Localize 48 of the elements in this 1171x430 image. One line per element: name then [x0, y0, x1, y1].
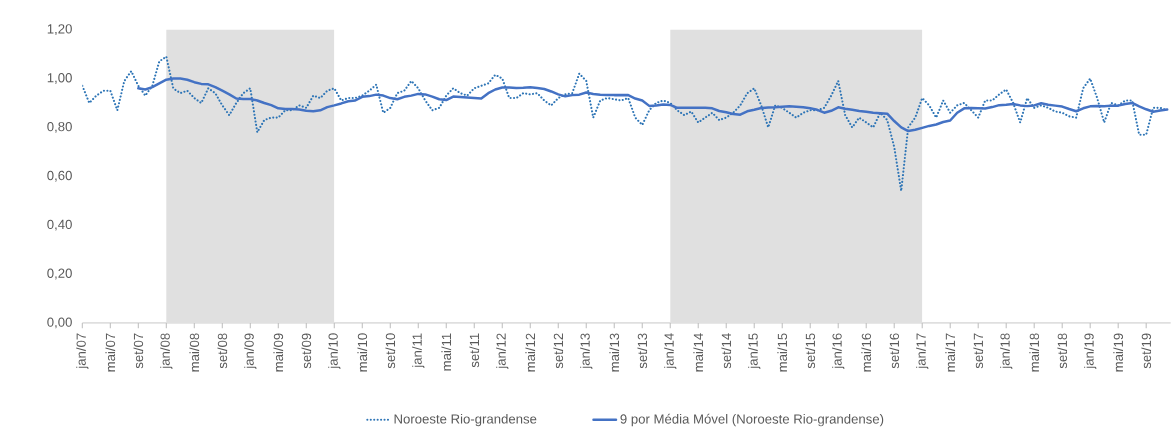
- x-tick-label: mai/10: [357, 333, 368, 372]
- x-tick-label: set/15: [805, 333, 816, 369]
- x-tick-label: mai/17: [945, 333, 956, 372]
- x-tick-label: jan/17: [916, 333, 929, 370]
- x-tick-label: jan/16: [832, 333, 845, 370]
- legend-label: Noroeste Rio-grandense: [394, 414, 537, 427]
- y-tick-label: 1,20: [47, 24, 72, 36]
- x-tick-label: set/12: [553, 333, 564, 369]
- x-tick-label: jan/18: [1000, 333, 1013, 370]
- x-tick-label: mai/07: [105, 333, 116, 372]
- x-tick-label: set/11: [469, 333, 480, 368]
- x-tick-label: mai/12: [525, 333, 536, 372]
- x-tick-label: jan/12: [496, 333, 509, 370]
- x-tick-label: set/09: [301, 333, 312, 369]
- x-tick-label: jan/13: [580, 333, 593, 370]
- x-tick-label: mai/15: [777, 333, 788, 372]
- y-tick-label: 0,00: [47, 317, 72, 329]
- y-tick-label: 0,80: [47, 122, 72, 134]
- x-tick-label: set/19: [1141, 333, 1152, 369]
- x-tick-label: set/07: [133, 333, 144, 369]
- y-tick-label: 0,20: [47, 268, 72, 280]
- x-tick-label: mai/16: [861, 333, 872, 372]
- legend-label: 9 por Média Móvel (Noroeste Rio-grandense): [620, 414, 884, 427]
- x-tick-label: set/16: [889, 333, 900, 369]
- x-tick-label: set/18: [1057, 333, 1068, 369]
- x-tick-label: jan/07: [76, 333, 89, 370]
- x-tick-label: mai/14: [693, 333, 704, 372]
- x-tick-label: set/17: [973, 333, 984, 369]
- x-tick-label: set/13: [637, 333, 648, 369]
- y-tick-label: 0,60: [47, 171, 72, 182]
- x-tick-label: jan/14: [664, 333, 677, 370]
- x-tick-label: mai/13: [609, 333, 620, 372]
- y-tick-label: 1,00: [47, 73, 72, 85]
- x-tick-label: jan/09: [244, 333, 257, 370]
- x-tick-label: set/14: [721, 333, 732, 369]
- x-tick-label: jan/10: [328, 333, 341, 370]
- x-tick-label: set/10: [385, 333, 396, 369]
- x-tick-label: mai/11: [441, 333, 452, 371]
- x-tick-label: mai/19: [1113, 333, 1124, 372]
- x-tick-label: jan/19: [1084, 333, 1097, 370]
- x-tick-label: mai/09: [273, 333, 284, 372]
- y-tick-label: 0,40: [47, 219, 72, 231]
- x-tick-label: set/08: [217, 333, 228, 369]
- x-tick-label: jan/08: [160, 333, 173, 370]
- x-tick-label: mai/08: [189, 333, 200, 372]
- x-tick-label: jan/11: [412, 333, 425, 369]
- x-tick-label: mai/18: [1029, 333, 1040, 372]
- x-tick-label: jan/15: [748, 333, 761, 370]
